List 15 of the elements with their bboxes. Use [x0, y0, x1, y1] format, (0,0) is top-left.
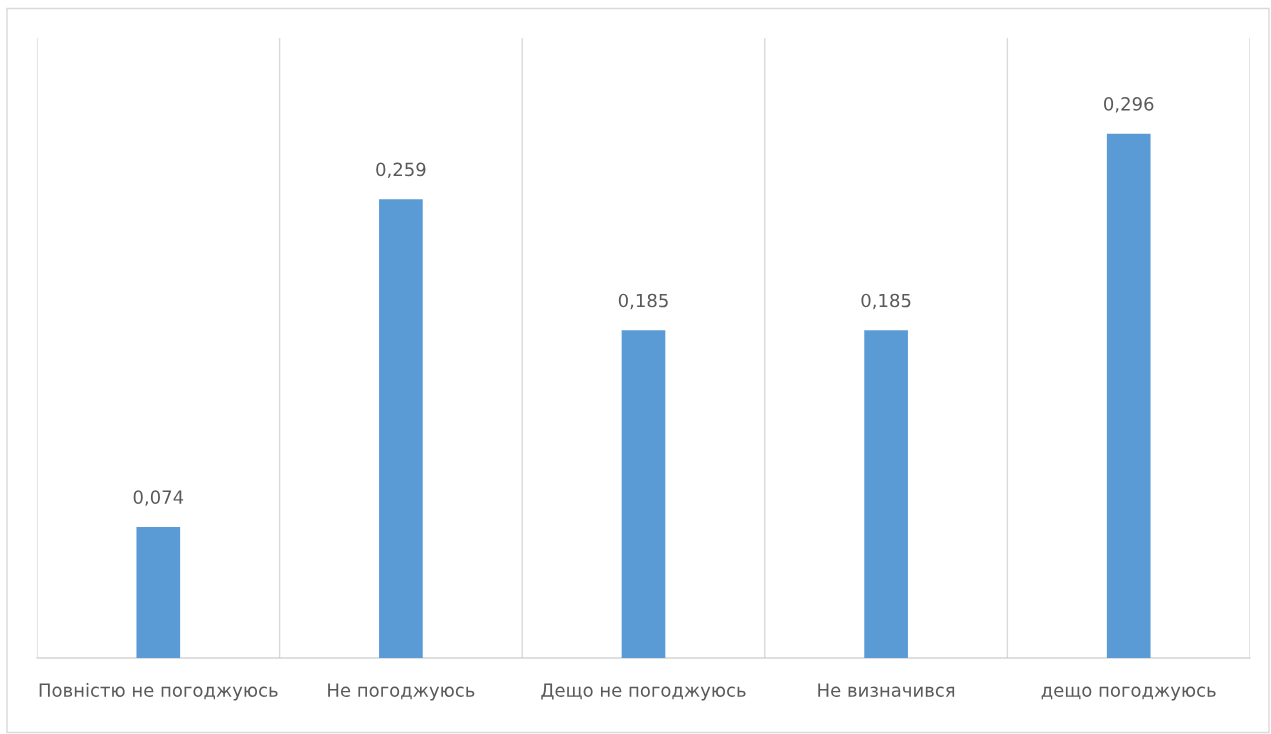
x-tick-label: Не погоджуюсь: [328, 683, 475, 701]
bar: [136, 526, 181, 658]
data-label: 0,074: [133, 490, 184, 506]
data-label: 0,296: [1104, 97, 1154, 113]
bar: [864, 330, 908, 658]
x-tick-label: Повністю не погоджуюсь: [39, 683, 278, 701]
bar: [621, 330, 666, 658]
bar: [1106, 133, 1151, 658]
x-tick-label: дещо погоджуюсь: [1041, 686, 1216, 701]
data-label: 0,185: [861, 293, 911, 310]
data-label: 0,185: [618, 293, 668, 310]
x-tick-label: Дещо не погоджуюсь: [541, 683, 746, 701]
data-label: 0,259: [376, 162, 426, 179]
x-tick-label: Не визначився: [818, 683, 955, 697]
bar: [379, 199, 423, 658]
